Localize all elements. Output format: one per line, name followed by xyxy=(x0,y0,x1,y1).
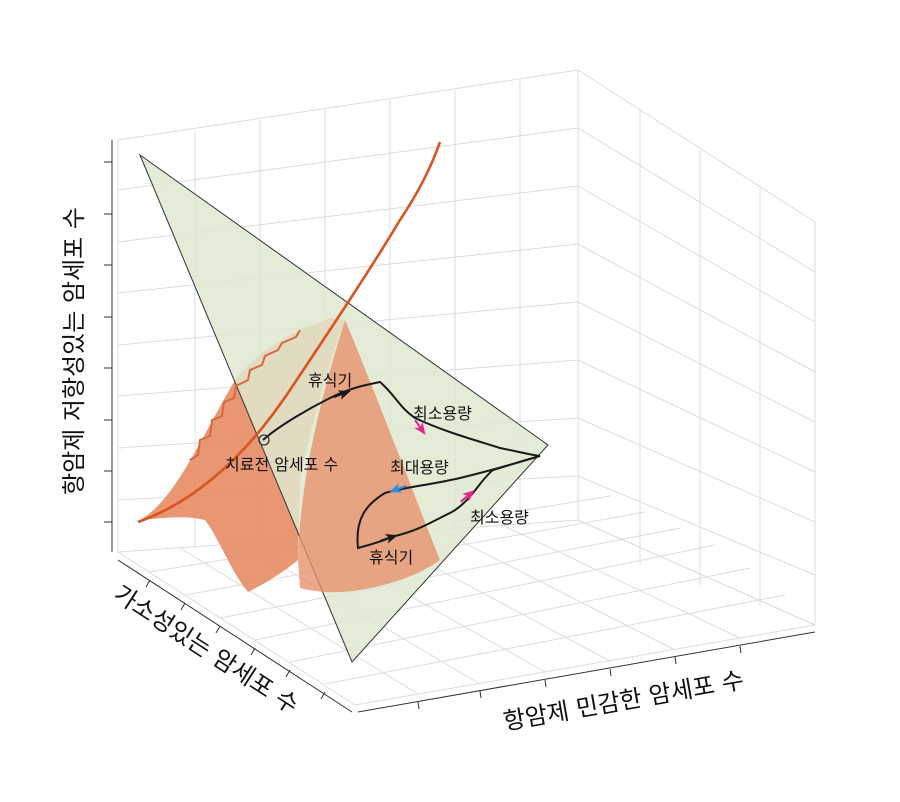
arrow-min-dose-lower xyxy=(460,490,475,503)
orbit-curve xyxy=(137,141,442,524)
axis-label-x: 항암제 민감한 암세포 수 xyxy=(501,666,746,736)
label-rest-upper: 휴식기 xyxy=(308,371,352,390)
label-rest-lower: 휴식기 xyxy=(369,548,413,567)
arrow-min-dose-upper xyxy=(414,419,426,435)
axis-label-y: 가소성있는 암세포 수 xyxy=(109,580,304,720)
trajectory-arrows xyxy=(333,390,475,544)
surface-edge xyxy=(189,329,301,461)
label-min-dose-upper: 최소용량 xyxy=(413,404,472,423)
arrow-max-dose xyxy=(389,483,407,493)
label-max-dose: 최대용량 xyxy=(390,458,449,477)
treatment-trajectory xyxy=(262,380,541,550)
axis-label-z: 항암제 저항성있는 암세포 수 xyxy=(60,207,88,495)
arrow-rest-upper xyxy=(333,390,351,400)
axis-y xyxy=(117,559,353,713)
resistance-surface-front xyxy=(298,320,440,593)
arrow-rest-lower xyxy=(380,534,398,544)
axis-x xyxy=(357,631,816,713)
label-min-dose-lower: 최소용량 xyxy=(470,508,529,527)
start-point-marker xyxy=(258,434,270,446)
label-start-count: 치료전 암세포 수 xyxy=(225,455,338,474)
axis-z xyxy=(104,140,113,552)
